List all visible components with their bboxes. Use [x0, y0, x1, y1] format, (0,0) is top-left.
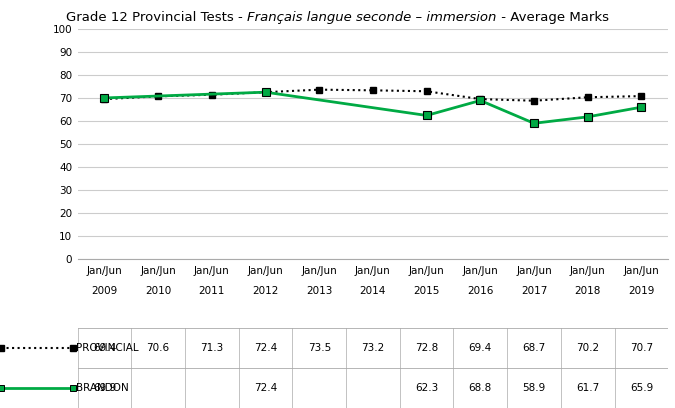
Text: 2014: 2014 [360, 286, 386, 295]
Text: 58.9: 58.9 [522, 383, 545, 393]
Text: 2012: 2012 [252, 286, 279, 295]
Text: 69.9: 69.9 [93, 383, 116, 393]
Text: Jan/Jun: Jan/Jun [140, 266, 176, 276]
Text: 65.9: 65.9 [630, 383, 653, 393]
Text: Jan/Jun: Jan/Jun [624, 266, 659, 276]
Text: Français langue seconde – immersion: Français langue seconde – immersion [247, 11, 497, 24]
Text: 2011: 2011 [198, 286, 225, 295]
Text: Jan/Jun: Jan/Jun [570, 266, 605, 276]
Text: 2015: 2015 [414, 286, 440, 295]
Text: 69.4: 69.4 [468, 343, 492, 353]
Text: Jan/Jun: Jan/Jun [355, 266, 391, 276]
Text: 2016: 2016 [467, 286, 493, 295]
Text: Jan/Jun: Jan/Jun [194, 266, 230, 276]
Text: Jan/Jun: Jan/Jun [462, 266, 498, 276]
Text: 62.3: 62.3 [415, 383, 438, 393]
Text: Jan/Jun: Jan/Jun [409, 266, 445, 276]
Text: 2017: 2017 [521, 286, 547, 295]
Text: 72.4: 72.4 [254, 343, 277, 353]
Text: 68.8: 68.8 [468, 383, 492, 393]
Text: 61.7: 61.7 [576, 383, 599, 393]
Text: 2009: 2009 [91, 286, 117, 295]
Text: 69.4: 69.4 [93, 343, 116, 353]
Text: Jan/Jun: Jan/Jun [516, 266, 552, 276]
Text: 70.7: 70.7 [630, 343, 653, 353]
Text: - Average Marks: - Average Marks [497, 11, 609, 24]
Text: Jan/Jun: Jan/Jun [248, 266, 284, 276]
Text: Jan/Jun: Jan/Jun [86, 266, 122, 276]
Text: Jan/Jun: Jan/Jun [301, 266, 337, 276]
Text: 72.8: 72.8 [415, 343, 438, 353]
Text: 72.4: 72.4 [254, 383, 277, 393]
Text: BRANDON: BRANDON [76, 383, 128, 393]
Text: 71.3: 71.3 [200, 343, 223, 353]
Text: 2018: 2018 [574, 286, 601, 295]
Text: PROVINCIAL: PROVINCIAL [76, 343, 138, 353]
Text: 2010: 2010 [145, 286, 171, 295]
Text: 70.2: 70.2 [576, 343, 599, 353]
Text: 68.7: 68.7 [522, 343, 545, 353]
Text: 2019: 2019 [628, 286, 655, 295]
Text: 70.6: 70.6 [146, 343, 169, 353]
Text: 2013: 2013 [306, 286, 332, 295]
Text: 73.2: 73.2 [361, 343, 385, 353]
Text: Grade 12 Provincial Tests -: Grade 12 Provincial Tests - [66, 11, 247, 24]
Text: 73.5: 73.5 [308, 343, 331, 353]
